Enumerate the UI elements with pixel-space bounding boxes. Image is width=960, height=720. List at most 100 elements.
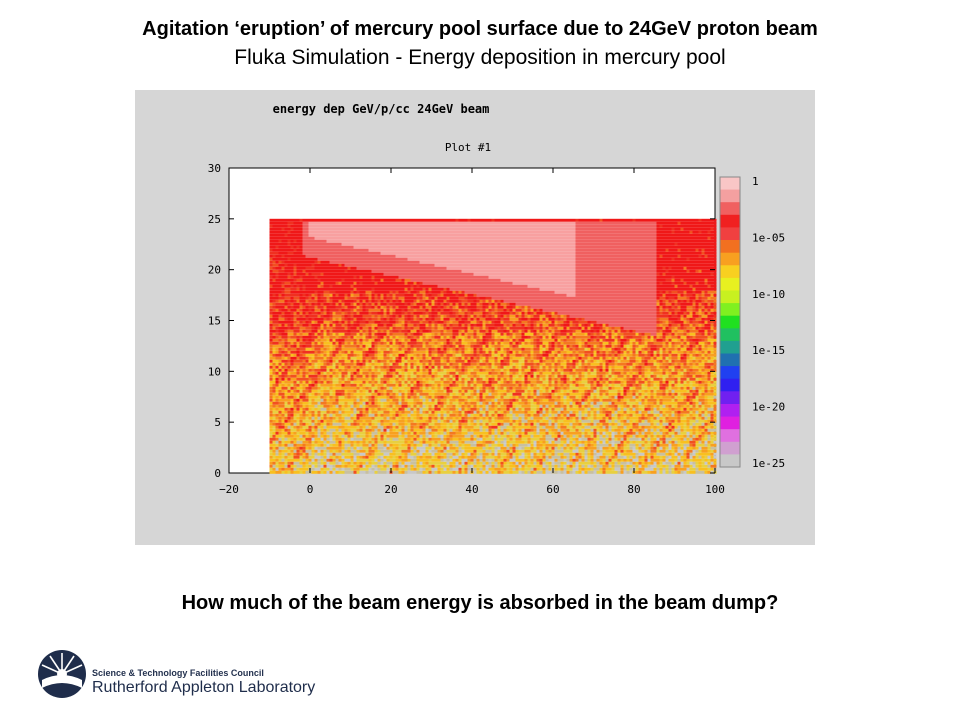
heat-cell (620, 272, 624, 276)
heat-cell (518, 260, 522, 264)
heat-cell (566, 263, 570, 267)
heat-cell (557, 236, 561, 240)
heat-cell (284, 290, 288, 294)
heat-cell (605, 218, 609, 222)
heat-cell (482, 236, 486, 240)
heat-cell (563, 275, 567, 279)
heat-cell (623, 230, 627, 234)
heat-cell (668, 245, 672, 249)
heat-cell (302, 218, 306, 222)
heat-cell (689, 260, 693, 264)
heat-cell (572, 281, 576, 285)
heat-cell (485, 236, 489, 240)
heat-cell (497, 290, 501, 294)
heat-cell (434, 227, 438, 231)
heat-cell (407, 224, 411, 228)
heat-cell (368, 260, 372, 264)
heat-cell (488, 260, 492, 264)
heat-cell (326, 296, 330, 300)
heat-cell (395, 266, 399, 270)
heat-cell (707, 266, 711, 270)
heat-cell (278, 218, 282, 222)
heat-cell (503, 269, 507, 273)
heat-cell (644, 275, 648, 279)
heat-cell (665, 242, 669, 246)
heat-cell (323, 299, 327, 303)
heat-cell (713, 287, 717, 291)
heat-cell (293, 254, 297, 258)
heat-cell (656, 227, 660, 231)
heat-cell (569, 248, 573, 252)
heat-cell (479, 242, 483, 246)
heat-cell (413, 308, 417, 312)
heat-cell (437, 248, 441, 252)
heat-cell (701, 287, 705, 291)
heat-cell (581, 287, 585, 291)
heat-cell (653, 284, 657, 288)
heat-cell (617, 239, 621, 243)
heat-cell (437, 257, 441, 261)
heat-cell (557, 281, 561, 285)
heat-cell (620, 239, 624, 243)
heat-cell (398, 242, 402, 246)
heat-cell (452, 299, 456, 303)
heat-cell (512, 257, 516, 261)
heat-cell (281, 239, 285, 243)
heat-cell (575, 296, 579, 300)
heat-cell (449, 317, 453, 321)
heat-cell (377, 263, 381, 267)
heat-cell (641, 239, 645, 243)
heat-cell (617, 230, 621, 234)
heat-cell (323, 287, 327, 291)
heat-cell (485, 242, 489, 246)
heat-cell (668, 236, 672, 240)
heat-cell (299, 314, 303, 318)
heat-cell (668, 278, 672, 282)
heat-cell (362, 257, 366, 261)
heat-cell (284, 236, 288, 240)
heat-cell (713, 311, 717, 315)
heat-cell (335, 314, 339, 318)
heat-cell (599, 227, 603, 231)
heat-cell (479, 257, 483, 261)
heat-cell (512, 251, 516, 255)
heat-cell (587, 236, 591, 240)
heat-cell (575, 257, 579, 261)
heat-cell (410, 260, 414, 264)
heat-cell (485, 224, 489, 228)
heat-cell (353, 296, 357, 300)
heat-cell (512, 293, 516, 297)
heat-cell (584, 254, 588, 258)
heat-cell (533, 287, 537, 291)
heat-cell (503, 245, 507, 249)
heat-cell (419, 257, 423, 261)
heat-cell (269, 296, 273, 300)
heat-cell (515, 233, 519, 237)
heat-cell (638, 260, 642, 264)
heat-cell (686, 239, 690, 243)
heat-cell (335, 236, 339, 240)
heat-cell (527, 218, 531, 222)
heat-cell (608, 290, 612, 294)
heat-cell (584, 260, 588, 264)
heat-cell (488, 233, 492, 237)
heat-cell (338, 266, 342, 270)
heat-cell (437, 221, 441, 225)
heat-cell (320, 278, 324, 282)
heat-cell (605, 275, 609, 279)
heat-cell (617, 302, 621, 306)
heat-cell (308, 287, 312, 291)
heat-cell (398, 227, 402, 231)
heat-cell (269, 272, 273, 276)
heat-cell (554, 290, 558, 294)
heat-cell (359, 260, 363, 264)
heat-cell (407, 278, 411, 282)
heat-cell (518, 236, 522, 240)
heat-cell (563, 266, 567, 270)
heat-cell (584, 281, 588, 285)
heat-cell (557, 302, 561, 306)
heat-cell (632, 224, 636, 228)
heat-cell (608, 302, 612, 306)
heat-cell (305, 314, 309, 318)
heat-cell (365, 305, 369, 309)
